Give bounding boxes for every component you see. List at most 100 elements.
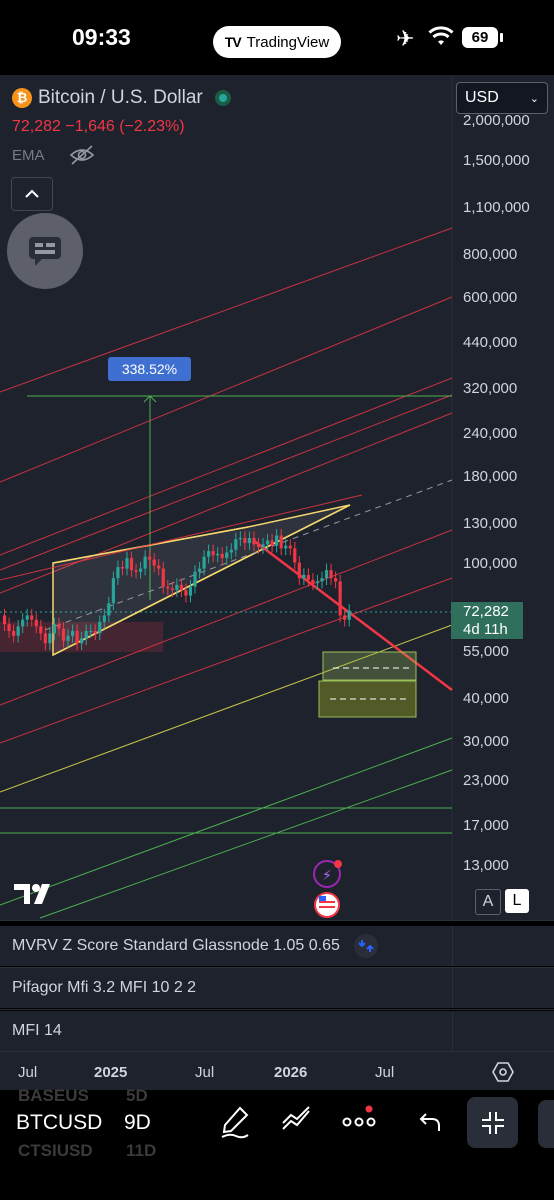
us-flag-icon[interactable]: [314, 892, 340, 918]
time-axis[interactable]: [0, 1052, 554, 1090]
indicator-pane-mfi[interactable]: MFI 14: [0, 1011, 452, 1051]
timeframe-selector[interactable]: 9D: [124, 1111, 151, 1134]
hidden-eye-icon[interactable]: [68, 144, 96, 166]
auto-scale-button[interactable]: A: [475, 889, 501, 915]
currency-select[interactable]: USD ⌄: [456, 82, 548, 114]
y-tick: 55,000: [463, 643, 509, 660]
y-tick: 17,000: [463, 817, 509, 834]
log-scale-button[interactable]: L: [505, 889, 529, 913]
candle-body: [293, 548, 297, 563]
x-tick: Jul: [195, 1064, 215, 1081]
pane-divider: [0, 920, 554, 921]
channel-line: [0, 377, 453, 556]
app-name: TradingView: [246, 33, 330, 51]
candle-body: [175, 584, 179, 591]
undo-icon[interactable]: [418, 1111, 442, 1133]
candle-body: [98, 621, 102, 634]
candle-body: [247, 537, 252, 544]
next-symbol-ghost: CTSIUSD: [18, 1141, 93, 1160]
candle-body: [302, 574, 306, 579]
descending-trendline: [252, 539, 453, 691]
candle-body: [333, 578, 338, 582]
candle-body: [134, 570, 138, 572]
candle-body: [202, 556, 206, 569]
candle-body: [84, 631, 88, 639]
bar-countdown: 4d 11h: [463, 621, 508, 638]
candle-body: [225, 552, 229, 559]
next-timeframe-ghost: 11D: [126, 1141, 157, 1160]
candle-body: [152, 559, 156, 566]
channel-line: [0, 577, 453, 744]
tradingview-logo-icon: TV: [224, 34, 242, 50]
bitcoin-icon: ₿: [12, 88, 32, 108]
y-tick: 800,000: [463, 246, 518, 263]
chart-area[interactable]: ⚡: [0, 75, 554, 920]
currency-value: USD: [465, 89, 499, 106]
channel-line: [0, 394, 453, 571]
candle-body: [170, 588, 174, 591]
exit-fullscreen-button[interactable]: [467, 1097, 518, 1148]
indicator-pane-pifagor[interactable]: Pifagor Mfi 3.2 MFI 10 2 2: [0, 968, 452, 1008]
symbol-header[interactable]: ₿ Bitcoin / U.S. Dollar: [12, 87, 231, 109]
candle-body: [43, 633, 47, 644]
candle-body: [265, 540, 270, 545]
chevron-up-icon: [25, 189, 39, 198]
channel-line: [0, 529, 453, 706]
candle-body: [157, 565, 161, 569]
chevron-down-icon: ⌄: [529, 92, 539, 105]
candle-body: [61, 628, 66, 641]
candle-body: [188, 586, 193, 596]
indicator-pane-mvrv[interactable]: MVRV Z Score Standard Glassnode 1.05 0.6…: [0, 926, 452, 966]
candle-body: [297, 562, 301, 579]
chat-button[interactable]: [7, 213, 83, 289]
candle-body: [311, 579, 315, 584]
svg-text:⚡: ⚡: [322, 868, 332, 884]
indicator-pane-axis: [452, 968, 554, 1008]
y-tick: 320,000: [463, 380, 518, 397]
candle-body: [252, 537, 256, 545]
candle-body: [66, 635, 70, 641]
candle-body: [193, 571, 197, 587]
indicator-label: Pifagor Mfi 3.2 MFI 10 2 2: [12, 979, 197, 996]
settings-hexagon-icon[interactable]: [492, 1061, 514, 1083]
sort-arrows-icon[interactable]: [354, 933, 379, 958]
red-channel-lines: [0, 227, 453, 744]
support-box-upper: [322, 651, 417, 681]
candle-body: [275, 535, 279, 546]
last-price-value: 72,282: [463, 603, 509, 620]
symbol-selector[interactable]: BTCUSD: [16, 1111, 103, 1134]
wedge-red-upper: [0, 494, 363, 581]
clock: 09:33: [72, 24, 131, 50]
candle-body: [329, 570, 333, 579]
side-handle[interactable]: [538, 1100, 554, 1148]
candle-body: [25, 615, 29, 620]
ema-indicator-label[interactable]: EMA: [12, 147, 45, 164]
candle-body: [284, 545, 288, 549]
channel-line: [0, 412, 453, 594]
collapse-legend-button[interactable]: [11, 177, 53, 211]
y-tick: 1,500,000: [463, 152, 530, 169]
candle-body: [148, 556, 152, 560]
candle-body: [306, 574, 310, 580]
app-pill[interactable]: TV TradingView: [213, 26, 341, 58]
chat-icon: [29, 237, 61, 266]
candle-body: [166, 586, 170, 589]
measure-percent-label[interactable]: 338.52%: [108, 357, 191, 381]
candle-body: [7, 624, 11, 632]
pane-divider: [0, 1009, 554, 1010]
price-chart[interactable]: ⚡: [0, 75, 554, 920]
trend-lines-icon[interactable]: [281, 1105, 313, 1135]
more-options-icon[interactable]: [342, 1105, 376, 1135]
candle-body: [220, 553, 224, 559]
indicator-label: MVRV Z Score Standard Glassnode 1.05 0.6…: [12, 937, 340, 954]
x-tick: 2026: [274, 1064, 308, 1081]
wedge-bottom-line: [52, 504, 351, 656]
candle-body: [30, 615, 34, 620]
candle-body: [197, 568, 202, 572]
y-tick: 100,000: [463, 555, 518, 572]
draw-pen-icon[interactable]: [220, 1105, 250, 1139]
events-icon[interactable]: ⚡: [313, 860, 342, 888]
candle-body: [39, 626, 43, 634]
candle-body: [229, 549, 233, 553]
channel-line: [0, 296, 453, 483]
